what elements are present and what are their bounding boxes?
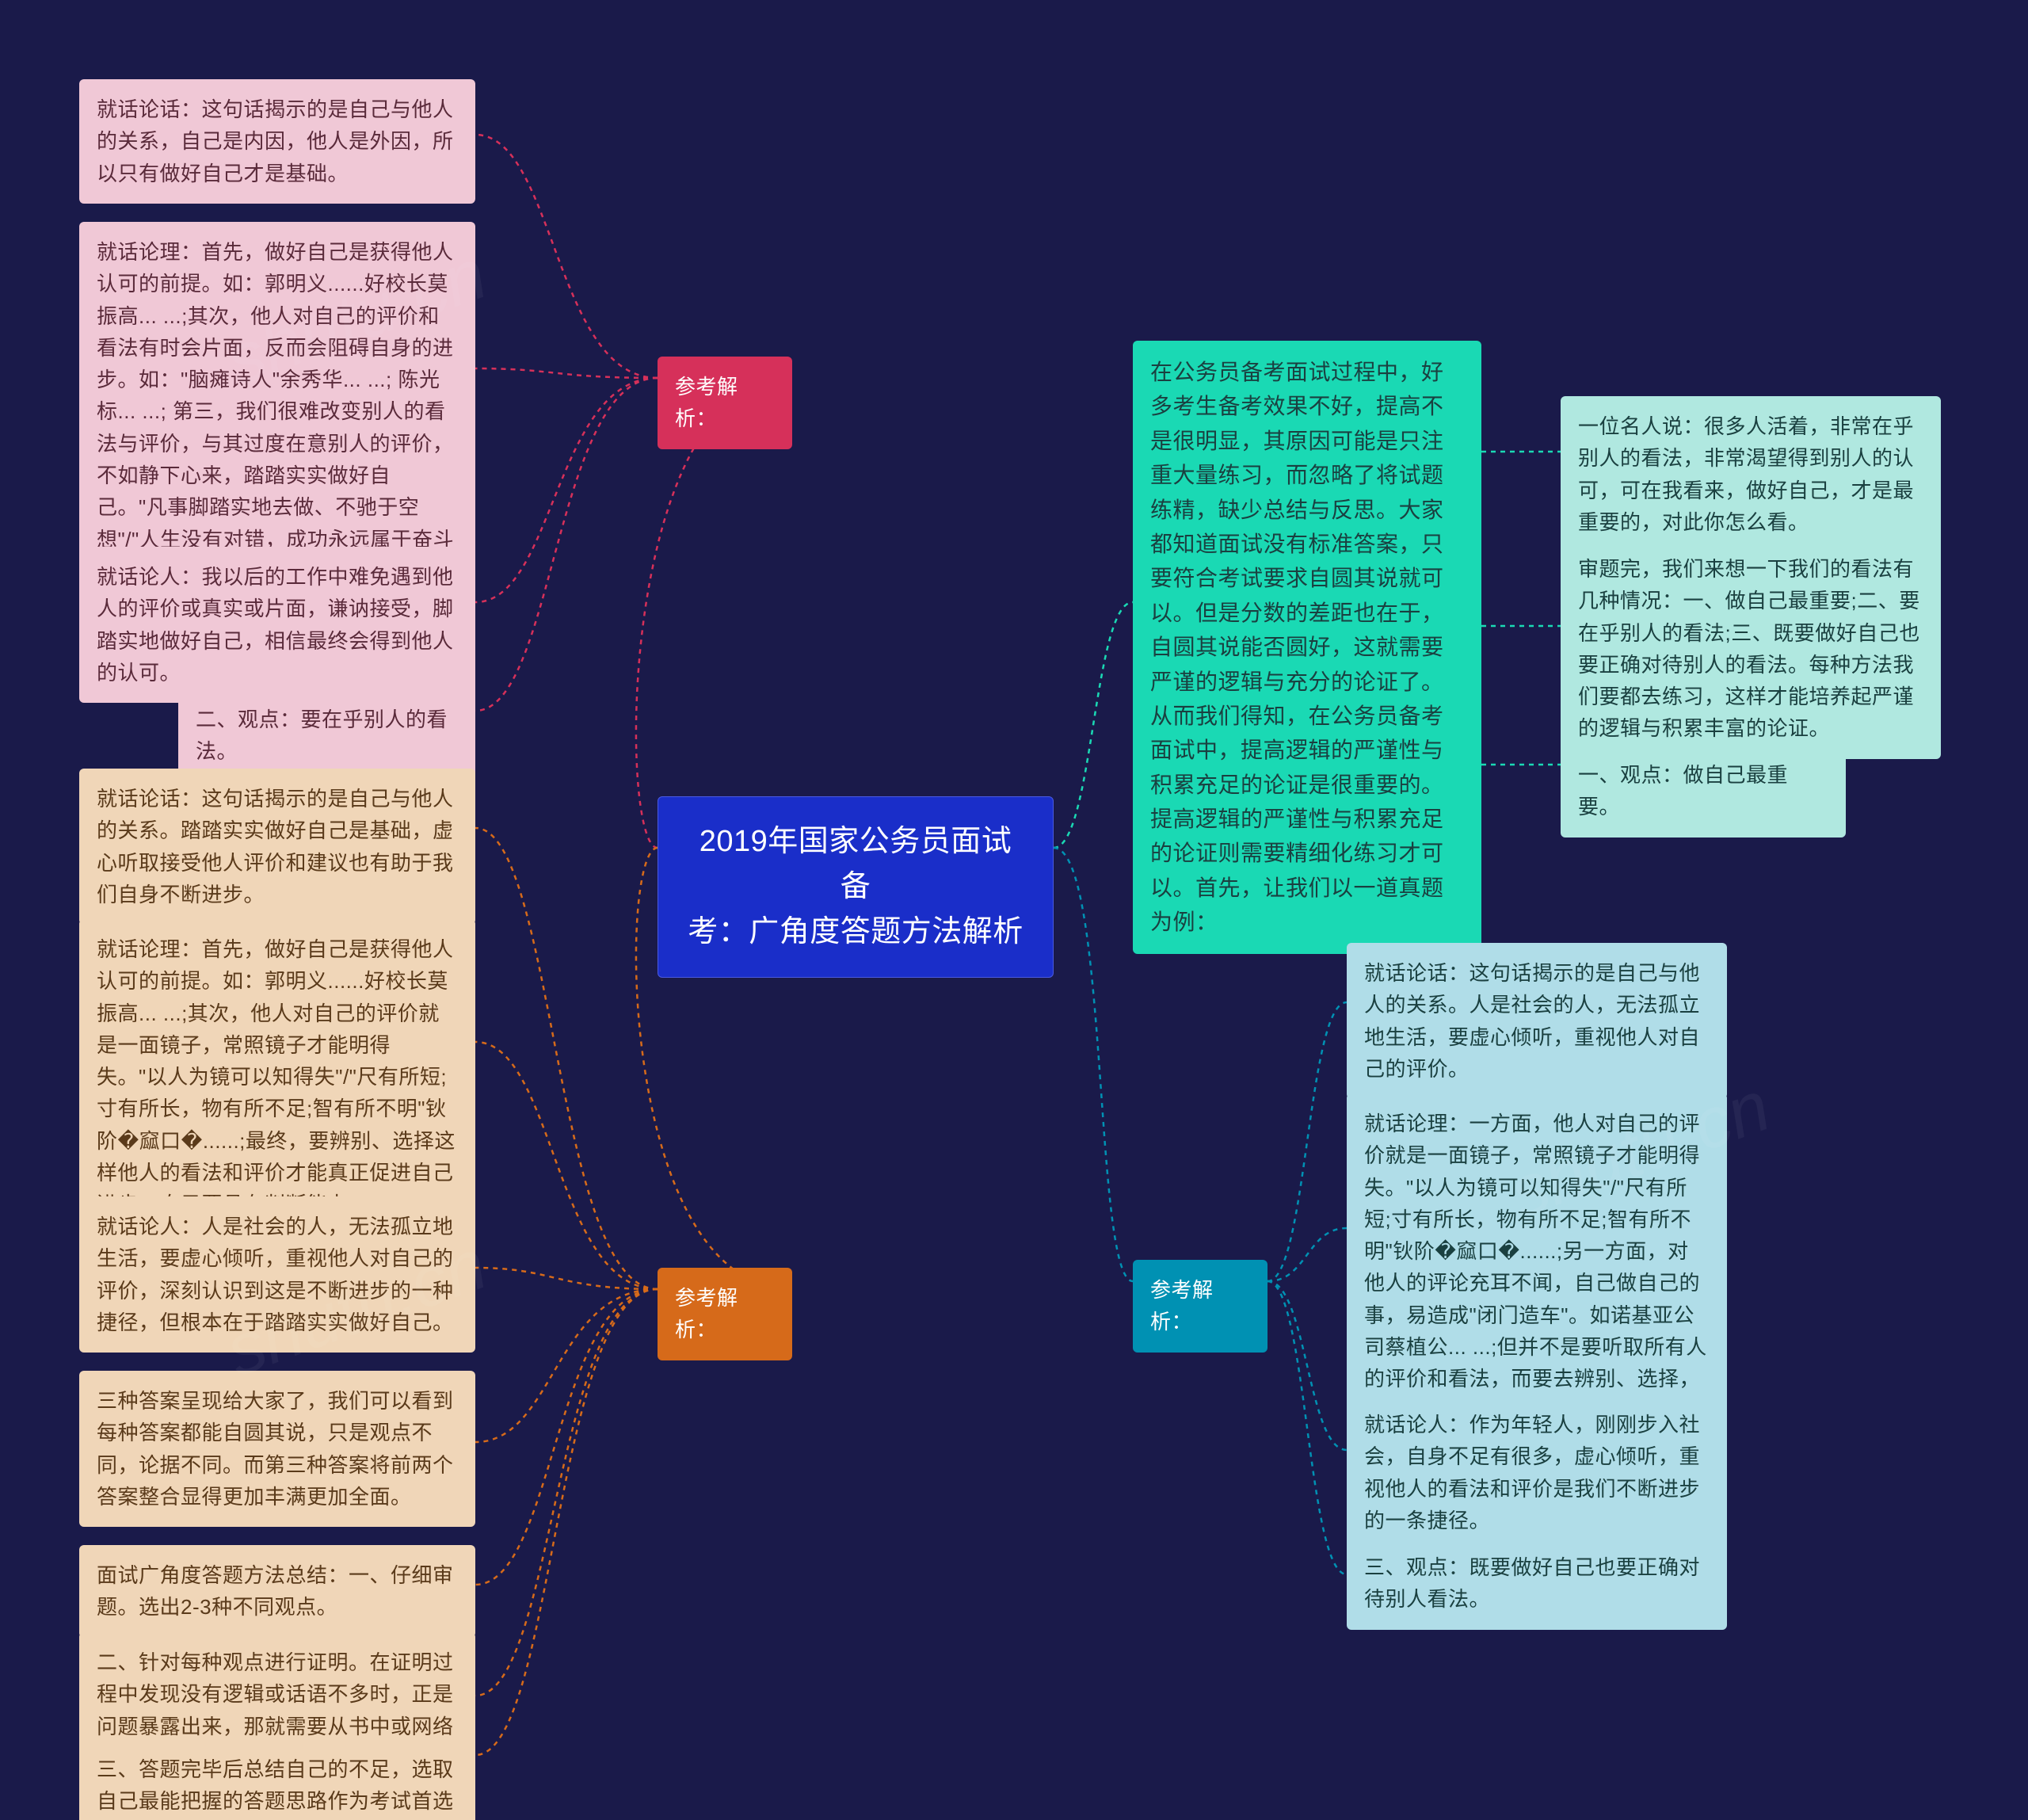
root-node: 2019年国家公务员面试备考：广角度答题方法解析: [658, 796, 1054, 978]
connector-line: [1268, 1281, 1347, 1450]
connector-line: [475, 135, 658, 378]
right-top-item-3: 一、观点：做自己最重要。: [1561, 745, 1846, 838]
cyan-label: 参考解析：: [1133, 1260, 1268, 1353]
connector-line: [475, 1289, 658, 1585]
right-top-item-2: 审题完，我们来想一下我们的看法有几种情况：一、做自己最重要;二、要在乎别人的看法…: [1561, 539, 1941, 759]
connector-line: [475, 1289, 658, 1696]
intro-node: 在公务员备考面试过程中，好多考生备考效果不好，提高不是很明显，其原因可能是只注重…: [1133, 341, 1481, 954]
connector-line: [475, 1289, 658, 1755]
connector-line: [475, 1289, 658, 1442]
connector-line: [1268, 1002, 1347, 1281]
orange-label: 参考解析：: [658, 1268, 792, 1360]
root-line2: 考：广角度答题方法解析: [688, 915, 1024, 948]
right-top-item-1: 一位名人说：很多人活着，非常在乎别人的看法，非常渴望得到别人的认可，可在我看来，…: [1561, 396, 1941, 552]
root-line1: 2019年国家公务员面试备: [700, 825, 1012, 903]
pink-label: 参考解析：: [658, 357, 792, 449]
connector-line: [1268, 1281, 1347, 1574]
connector-line: [475, 1268, 658, 1289]
connector-line: [1054, 848, 1133, 1281]
connector-line: [475, 1042, 658, 1289]
orange-item-2: 就话论理：首先，做好自己是获得他人认可的前提。如：郭明义......好校长莫振高…: [79, 919, 475, 1235]
connector-line: [475, 378, 658, 602]
orange-item-3: 就话论人：人是社会的人，无法孤立地生活，要虚心倾听，重视他人对自己的评价，深刻认…: [79, 1196, 475, 1353]
orange-item-7: 三、答题完毕后总结自己的不足，选取自己最能把握的答题思路作为考试首选答题思路。: [79, 1739, 475, 1820]
connector-line: [475, 378, 658, 711]
pink-item-1: 就话论话：这句话揭示的是自己与他人的关系，自己是内因，他人是外因，所以只有做好自…: [79, 79, 475, 204]
cyan-item-3: 就话论人：作为年轻人，刚刚步入社会，自身不足有很多，虚心倾听，重视他人的看法和评…: [1347, 1395, 1727, 1551]
orange-item-1: 就话论话：这句话揭示的是自己与他人的关系。踏踏实实做好自己是基础，虚心听取接受他…: [79, 769, 475, 925]
orange-item-4: 三种答案呈现给大家了，我们可以看到每种答案都能自圆其说，只是观点不同，论据不同。…: [79, 1371, 475, 1527]
connector-line: [1268, 1228, 1347, 1281]
connector-line: [1054, 602, 1133, 848]
orange-item-5: 面试广角度答题方法总结：一、仔细审题。选出2-3种不同观点。: [79, 1545, 475, 1638]
connector-line: [475, 368, 658, 378]
cyan-item-1: 就话论话：这句话揭示的是自己与他人的关系。人是社会的人，无法孤立地生活，要虚心倾…: [1347, 943, 1727, 1099]
pink-item-3: 就话论人：我以后的工作中难免遇到他人的评价或真实或片面，谦讷接受，脚踏实地做好自…: [79, 547, 475, 703]
pink-item-2: 就话论理：首先，做好自己是获得他人认可的前提。如：郭明义......好校长莫振高…: [79, 222, 475, 601]
connector-line: [475, 828, 658, 1289]
cyan-item-4: 三、观点：既要做好自己也要正确对待别人看法。: [1347, 1537, 1727, 1630]
